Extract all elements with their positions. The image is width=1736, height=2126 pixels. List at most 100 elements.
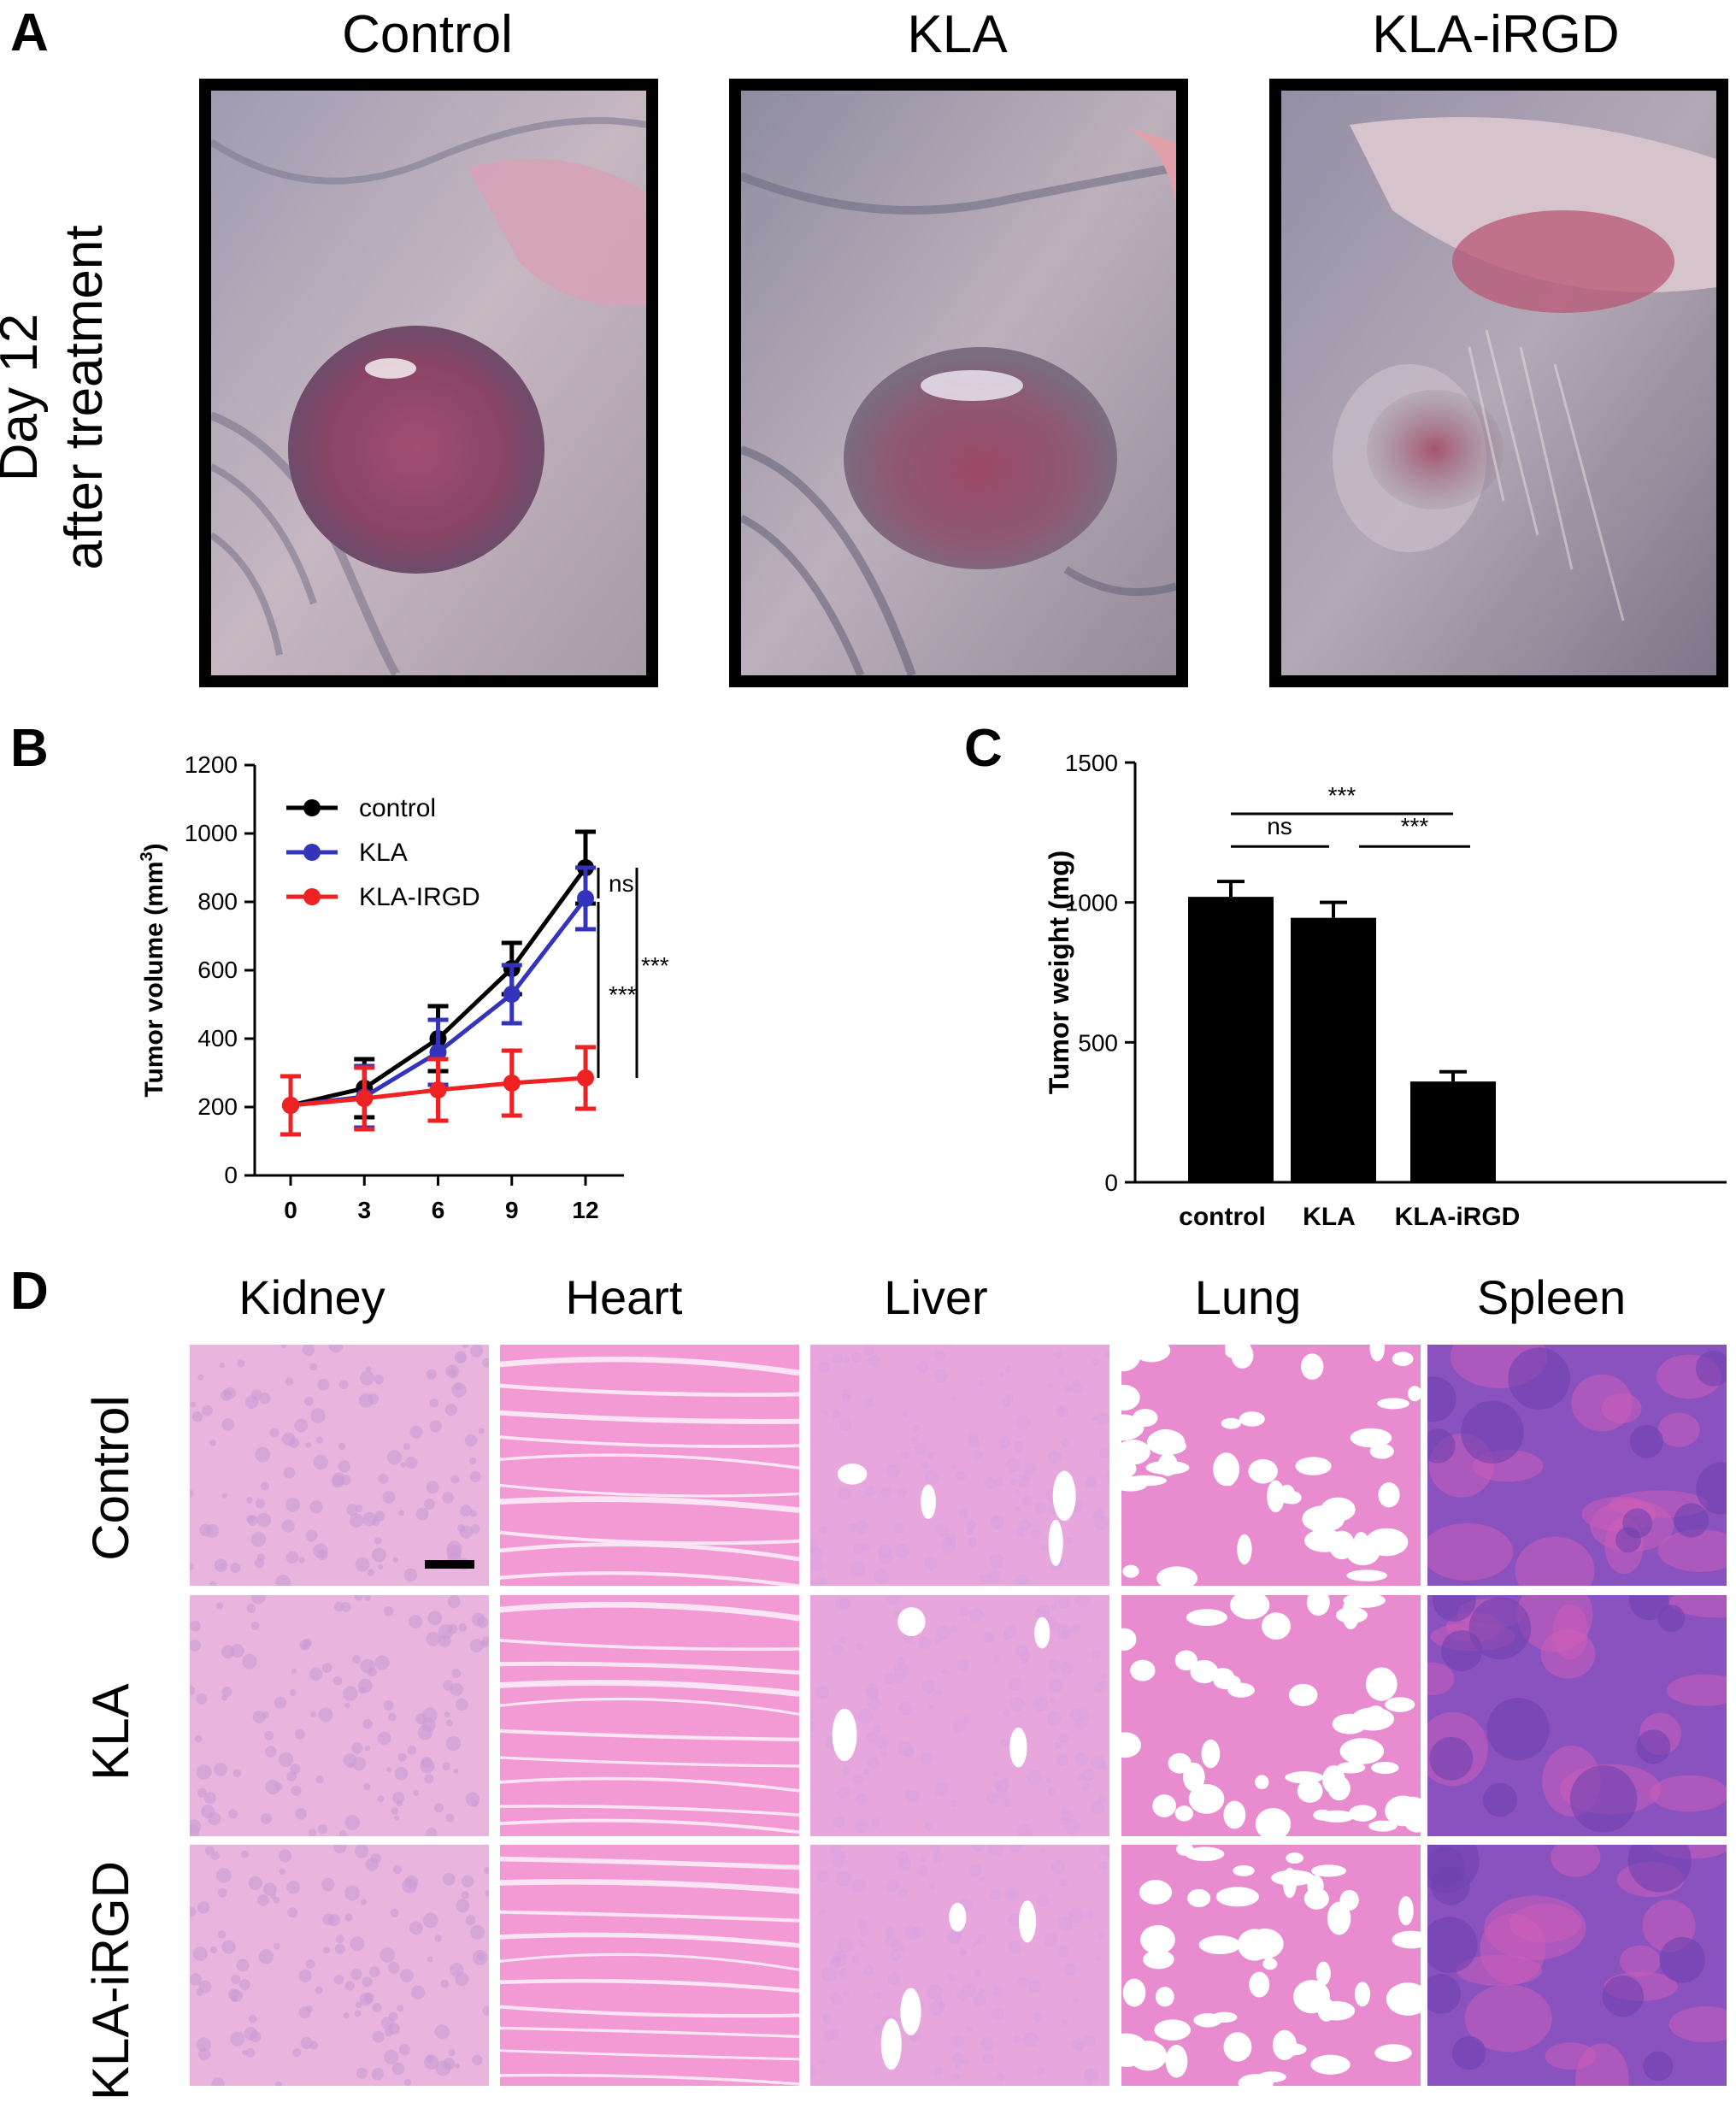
legend-marker-2 (303, 888, 321, 905)
cell (823, 1410, 829, 1416)
cell (359, 1370, 375, 1386)
cell (872, 2024, 881, 2034)
alveolus (1233, 1865, 1255, 1876)
red-pulp (1650, 1775, 1727, 1812)
vessel (1052, 1470, 1076, 1521)
alveolus (1124, 1475, 1167, 1487)
cell (434, 1935, 442, 1942)
cell (221, 1389, 232, 1401)
cell (902, 1411, 909, 1418)
cell (454, 1351, 468, 1364)
data-point (503, 1075, 521, 1092)
cell (374, 1655, 390, 1670)
cell (874, 1569, 890, 1584)
histology-spleen-kla-irgd (1427, 1845, 1727, 2086)
alveolus (1157, 1452, 1178, 1476)
cell (454, 1382, 462, 1391)
histology-image (1121, 1595, 1421, 1836)
alveolus (1174, 1650, 1198, 1671)
white-pulp (1602, 1975, 1645, 2017)
histology-heart-kla (500, 1595, 799, 1836)
cell (1014, 1440, 1024, 1452)
cell (864, 1485, 876, 1497)
cell (445, 1736, 462, 1752)
cell (1055, 1742, 1062, 1749)
cell (915, 1443, 927, 1455)
cell (409, 1921, 423, 1935)
cell (1073, 1383, 1083, 1394)
cell (972, 1941, 978, 1947)
cell (936, 1523, 950, 1537)
cell (992, 1770, 999, 1777)
alveolus (1369, 1345, 1386, 1362)
alveolus (1297, 1779, 1323, 1803)
cell (1009, 1845, 1023, 1853)
cell (246, 1604, 256, 1614)
group-label-kla-irgd: KLA-iRGD (82, 1860, 139, 2101)
cell (470, 1524, 480, 1534)
cell (230, 1989, 243, 2003)
cell (953, 2072, 961, 2081)
alveolus (1408, 1386, 1421, 1402)
cell (951, 1396, 957, 1403)
cell (1076, 1595, 1090, 1608)
red-pulp (1540, 1629, 1596, 1679)
cell (190, 1401, 197, 1408)
column-title-control: Control (342, 5, 513, 64)
cell (1006, 1458, 1021, 1472)
cell (190, 1906, 197, 1917)
cell (211, 2077, 225, 2086)
alveolus (1262, 1958, 1278, 1970)
cell (1074, 2042, 1084, 2052)
cell (464, 1434, 478, 1447)
tissue-base (500, 1595, 799, 1836)
panel-label-c: C (964, 719, 1003, 778)
cell (215, 1868, 232, 1883)
red-pulp (1571, 1374, 1633, 1432)
cell (316, 1549, 328, 1561)
cell (992, 1654, 1001, 1664)
cell (352, 1757, 367, 1771)
cell (1008, 1677, 1021, 1691)
cell (1064, 1384, 1073, 1393)
cell (901, 1451, 910, 1460)
alveolus (1223, 1800, 1246, 1829)
cell (422, 1912, 438, 1929)
cell (397, 2005, 404, 2012)
cell (248, 2014, 257, 2023)
red-pulp (1666, 1674, 1727, 1706)
organ-title-liver: Liver (884, 1270, 988, 1324)
alveolus (1322, 1765, 1345, 1794)
cell (415, 1507, 429, 1521)
muscle-fiber-gap (500, 1571, 799, 1586)
cell (260, 1481, 269, 1491)
cell (269, 1428, 280, 1438)
cell (866, 1687, 880, 1700)
mouse-photo-control (199, 79, 658, 687)
cell (1099, 1763, 1108, 1771)
muscle-fiber-gap (500, 2073, 799, 2086)
alveolus (1215, 1887, 1259, 1907)
cell (992, 1515, 999, 1522)
cell (410, 1985, 426, 1999)
cell (273, 1896, 280, 1905)
muscle-fiber-gap (500, 1756, 799, 1768)
cell (815, 1685, 829, 1699)
alveolus (1198, 1935, 1241, 1955)
cell (209, 1439, 217, 1446)
y-tick-label: 1200 (185, 751, 238, 778)
cell (879, 1550, 893, 1564)
alveolus (1187, 1888, 1211, 1908)
histology-spleen-kla (1427, 1595, 1727, 1836)
cell (377, 1795, 385, 1803)
cell (258, 1949, 274, 1964)
cell (907, 1790, 920, 1803)
cell (935, 1996, 944, 2005)
alveolus (1336, 1762, 1366, 1774)
alveolus (1133, 1345, 1171, 1363)
cell (871, 1817, 880, 1828)
cell (451, 1669, 462, 1679)
cell (835, 1597, 850, 1611)
cell (332, 1675, 343, 1686)
cell (274, 1696, 287, 1709)
